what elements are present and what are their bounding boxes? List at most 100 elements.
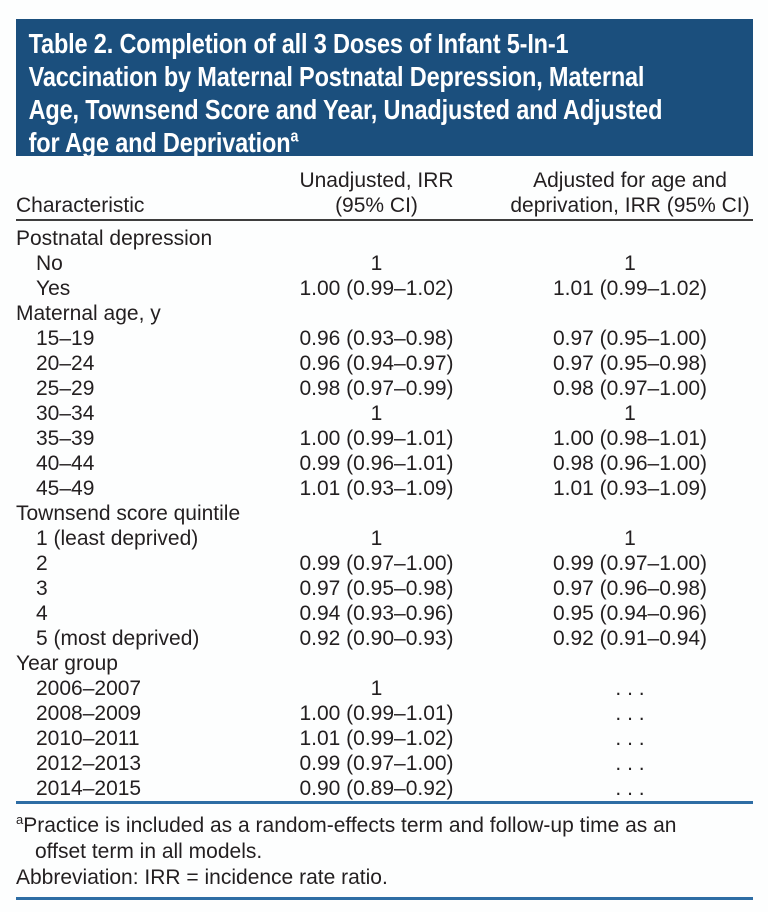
footnote-a-marker: a (16, 812, 24, 827)
row-label: No (36, 252, 63, 275)
row-unadjusted-value: 0.98 (0.97–0.99) (299, 377, 454, 400)
footnote-a-line2: offset term in all models. (35, 840, 263, 863)
row-adjusted-value: 1.01 (0.93–1.09) (552, 477, 708, 500)
row-unadjusted-value: 1.01 (0.99–1.02) (299, 727, 454, 750)
row-adjusted-value: 1 (624, 402, 636, 425)
title-line-3: Age, Townsend Score and Year, Unadjusted… (28, 94, 663, 125)
abbreviation-note: Abbreviation: IRR = incidence rate ratio… (16, 866, 388, 889)
data-table: Characteristic Unadjusted, IRR (95% CI) … (16, 156, 753, 900)
table-row: Maternal age, y (16, 301, 753, 326)
row-adjusted-value: 0.97 (0.95–0.98) (552, 352, 708, 375)
footer-rule (16, 897, 753, 900)
footnote-a-line1: aPractice is included as a random-effect… (16, 813, 753, 839)
footnotes: aPractice is included as a random-effect… (16, 804, 753, 897)
table-row: 2008–2009 1.00 (0.99–1.01) . . . (16, 701, 753, 726)
row-label: 20–24 (36, 352, 95, 375)
row-unadjusted-value: 1 (370, 527, 383, 550)
table-row: 4 0.94 (0.93–0.96) 0.95 (0.94–0.96) (16, 601, 753, 626)
table-row: Townsend score quintile (16, 501, 753, 526)
table-row: Yes 1.00 (0.99–1.02) 1.01 (0.99–1.02) (16, 276, 753, 301)
row-adjusted-value: 0.92 (0.91–0.94) (552, 627, 708, 650)
table-row: 5 (most deprived) 0.92 (0.90–0.93) 0.92 (0… (16, 626, 753, 651)
row-label: 1 (least deprived) (36, 527, 199, 550)
table-title-banner: Table 2. Completion of all 3 Doses of In… (16, 19, 753, 156)
row-adjusted-value: . . . (615, 677, 645, 700)
row-adjusted-value: 1.00 (0.98–1.01) (552, 427, 708, 450)
column-header-adjusted-line2: deprivation, IRR (95% CI) (510, 194, 750, 217)
title-line-4: for Age and Deprivationa (29, 126, 753, 156)
row-label: Townsend score quintile (16, 502, 241, 525)
row-label: 2 (36, 552, 48, 575)
column-header-unadjusted: Unadjusted, IRR (95% CI) (284, 168, 469, 218)
table-row: 45–49 1.01 (0.93–1.09) 1.01 (0.93–1.09) (16, 476, 753, 501)
table-row: 2010–2011 1.01 (0.99–1.02) . . . (16, 726, 753, 751)
row-label: 2006–2007 (36, 677, 142, 700)
table-row: 35–39 1.00 (0.99–1.01) 1.00 (0.98–1.01) (16, 426, 753, 451)
row-adjusted-value (469, 651, 753, 676)
row-label: 4 (36, 602, 48, 625)
row-adjusted-value: . . . (615, 777, 645, 800)
table-title: Table 2. Completion of all 3 Doses of In… (16, 19, 753, 156)
row-adjusted-value: 0.97 (0.95–1.00) (552, 327, 708, 350)
table-row: 2006–2007 1 . . . (16, 676, 753, 701)
row-unadjusted-value (284, 301, 469, 326)
table-row: 40–44 0.99 (0.96–1.01) 0.98 (0.96–1.00) (16, 451, 753, 476)
table-row: 30–34 1 1 (16, 401, 753, 426)
row-adjusted-value: 0.98 (0.97–1.00) (552, 377, 708, 400)
table-row: 2012–2013 0.99 (0.97–1.00) . . . (16, 751, 753, 776)
row-unadjusted-value (284, 226, 469, 251)
row-label: 5 (most deprived) (36, 627, 200, 650)
row-label: 35–39 (36, 427, 95, 450)
row-unadjusted-value: 0.97 (0.95–0.98) (299, 577, 454, 600)
row-adjusted-value: 1.01 (0.99–1.02) (552, 277, 708, 300)
row-adjusted-value: . . . (615, 702, 645, 725)
table-row: 3 0.97 (0.95–0.98) 0.97 (0.96–0.98) (16, 576, 753, 601)
row-label: 2008–2009 (36, 702, 142, 725)
table-row: 2 0.99 (0.97–1.00) 0.99 (0.97–1.00) (16, 551, 753, 576)
row-adjusted-value: . . . (615, 727, 645, 750)
table-header-row: Characteristic Unadjusted, IRR (95% CI) … (16, 156, 753, 218)
row-label: 40–44 (36, 452, 95, 475)
table-body: Postnatal depression No 1 1 Yes 1.00 (0.99–1.… (16, 221, 753, 801)
row-label: 2014–2015 (36, 777, 142, 800)
row-unadjusted-value: 1.00 (0.99–1.01) (299, 702, 454, 725)
title-line-1: Table 2. Completion of all 3 Doses of In… (28, 28, 569, 59)
row-adjusted-value (469, 501, 753, 526)
row-label: 45–49 (36, 477, 95, 500)
row-unadjusted-value: 0.99 (0.97–1.00) (299, 752, 454, 775)
row-label: 2012–2013 (36, 752, 142, 775)
footnote-a-text: Practice is included as a random-effects… (23, 814, 677, 837)
column-header-adjusted: Adjusted for age and deprivation, IRR (9… (469, 168, 753, 218)
row-adjusted-value: 0.98 (0.96–1.00) (552, 452, 708, 475)
row-unadjusted-value: 1 (370, 252, 383, 275)
column-header-characteristic: Characteristic (16, 194, 145, 217)
row-label: 3 (36, 577, 48, 600)
row-label: Yes (36, 277, 71, 300)
row-unadjusted-value: 0.99 (0.96–1.01) (299, 452, 454, 475)
row-adjusted-value (469, 301, 753, 326)
row-unadjusted-value: 1 (370, 402, 383, 425)
row-unadjusted-value: 0.90 (0.89–0.92) (299, 777, 454, 800)
row-adjusted-value: 1 (624, 527, 636, 550)
row-adjusted-value (469, 226, 753, 251)
title-line-4-text: for Age and Deprivation (28, 127, 291, 156)
row-unadjusted-value: 1.00 (0.99–1.01) (299, 427, 454, 450)
title-line-2: Vaccination by Maternal Postnatal Depres… (28, 61, 645, 92)
row-label: Maternal age, y (16, 302, 161, 325)
table-row: Postnatal depression (16, 226, 753, 251)
table-row: 2014–2015 0.90 (0.89–0.92) . . . (16, 776, 753, 801)
row-unadjusted-value: 0.94 (0.93–0.96) (299, 602, 454, 625)
row-label: 15–19 (36, 327, 95, 350)
row-adjusted-value: . . . (615, 752, 645, 775)
row-unadjusted-value: 0.99 (0.97–1.00) (299, 552, 454, 575)
row-label: 25–29 (36, 377, 95, 400)
table-row: 1 (least deprived) 1 1 (16, 526, 753, 551)
table-bottom-rule (16, 801, 753, 804)
header-rule (16, 219, 753, 221)
table-row: No 1 1 (16, 251, 753, 276)
row-unadjusted-value: 1.00 (0.99–1.02) (299, 277, 454, 300)
row-unadjusted-value: 0.96 (0.93–0.98) (299, 327, 454, 350)
row-unadjusted-value: 0.96 (0.94–0.97) (299, 352, 454, 375)
row-unadjusted-value (284, 651, 469, 676)
table-row: 25–29 0.98 (0.97–0.99) 0.98 (0.97–1.00) (16, 376, 753, 401)
